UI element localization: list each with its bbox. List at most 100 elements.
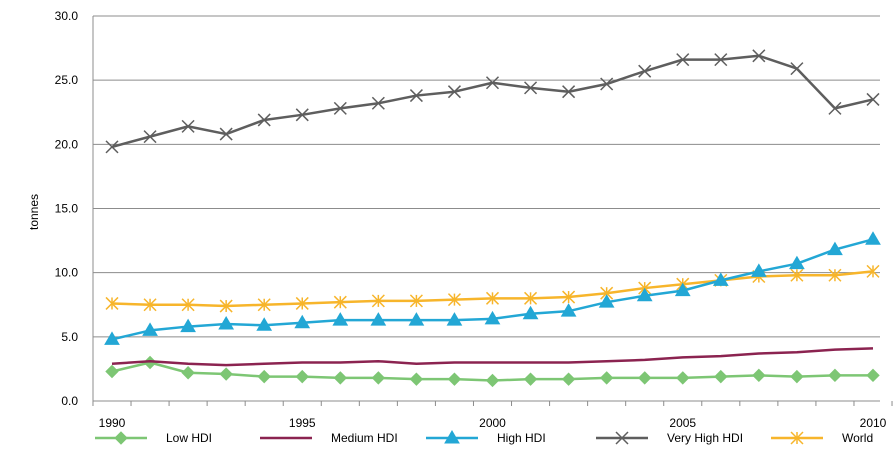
data-point	[219, 299, 233, 313]
data-point	[485, 291, 500, 305]
data-point-stroke	[409, 89, 423, 103]
data-point-stroke	[524, 81, 538, 95]
series-line	[111, 347, 874, 367]
data-point	[790, 268, 804, 282]
data-point	[827, 241, 843, 256]
data-point	[750, 263, 767, 277]
x-tick-label: 2005	[669, 416, 696, 430]
x-tick-label: 1995	[289, 416, 316, 430]
data-point	[638, 64, 652, 78]
data-point	[257, 369, 271, 384]
data-point	[866, 92, 880, 106]
legend-item: Medium HDI	[260, 431, 398, 445]
data-point-stroke	[143, 130, 157, 144]
data-point-stroke	[600, 77, 614, 91]
data-point	[181, 298, 195, 312]
data-point	[789, 255, 805, 270]
data-point-stroke	[105, 140, 119, 154]
data-point	[447, 85, 461, 99]
data-point	[143, 298, 157, 312]
axes: 0.0 5.0 10.0 15.0 20.0 25.0 30.0 1990 1995 2000 20…	[55, 9, 893, 430]
data-point-stroke	[638, 64, 652, 78]
data-point-stroke	[562, 85, 576, 99]
data-point	[294, 314, 311, 329]
data-point	[142, 322, 158, 336]
data-point	[636, 287, 653, 302]
x-tick-label: 1990	[99, 416, 126, 430]
data-point	[257, 113, 271, 127]
y-tick-label: 10.0	[55, 266, 79, 280]
data-point	[828, 368, 842, 383]
series-high-hdi	[104, 231, 881, 345]
data-point	[218, 316, 235, 330]
data-point	[599, 371, 614, 385]
legend-item: High HDI	[426, 430, 546, 445]
data-point	[676, 53, 690, 67]
data-point	[409, 294, 423, 308]
data-point-stroke	[447, 85, 461, 99]
series-layer	[104, 49, 881, 388]
legend-label: Very High HDI	[667, 431, 743, 445]
data-point	[444, 430, 460, 444]
data-point-stroke	[371, 96, 385, 110]
series-low-hdi	[105, 355, 880, 388]
data-point	[295, 296, 309, 310]
data-point-stroke	[866, 92, 880, 106]
legend-label: High HDI	[497, 431, 546, 445]
legend-label: Medium HDI	[331, 431, 398, 445]
data-point	[524, 291, 538, 305]
data-point	[714, 53, 728, 67]
data-point-stroke	[714, 53, 728, 67]
legend: Low HDI Medium HDI High HDI Very High HDI Wo…	[95, 430, 873, 445]
data-point	[447, 293, 461, 307]
data-point	[333, 371, 348, 385]
data-point	[615, 431, 629, 445]
data-point-stroke	[790, 62, 804, 76]
data-point-stroke	[181, 119, 195, 133]
data-point	[866, 368, 880, 383]
data-point-stroke	[257, 113, 271, 127]
data-point	[333, 101, 347, 115]
x-tick-label: 2000	[479, 416, 506, 430]
data-point	[598, 294, 615, 308]
y-tick-label: 25.0	[55, 73, 79, 87]
data-point	[295, 108, 309, 122]
data-point	[371, 96, 385, 110]
series-medium-hdi	[111, 347, 874, 367]
data-point	[105, 140, 119, 154]
data-point	[485, 76, 500, 90]
data-point	[790, 369, 804, 384]
data-point	[371, 294, 385, 308]
data-point	[560, 303, 577, 317]
data-point	[485, 373, 500, 388]
data-point	[219, 367, 233, 381]
data-point	[370, 312, 387, 326]
data-point	[446, 312, 463, 326]
data-point	[600, 77, 614, 91]
data-point	[219, 127, 233, 141]
data-point	[447, 372, 462, 386]
y-tick-label: 5.0	[61, 330, 78, 344]
data-point	[181, 366, 195, 380]
data-point	[637, 371, 652, 385]
data-point	[484, 310, 501, 325]
data-point	[674, 282, 691, 297]
data-point-stroke	[485, 76, 500, 90]
legend-label: Low HDI	[166, 431, 212, 445]
data-point	[105, 296, 119, 310]
x-tick-label: 2010	[860, 416, 887, 430]
series-very-high-hdi	[105, 49, 880, 154]
data-point	[256, 317, 273, 331]
data-point	[752, 368, 766, 383]
data-point-stroke	[752, 49, 766, 63]
data-point	[866, 264, 880, 278]
data-point	[371, 371, 386, 385]
y-axis-label: tonnes	[27, 194, 41, 230]
data-point	[332, 312, 349, 326]
data-point-stroke	[615, 431, 629, 445]
data-point	[752, 49, 766, 63]
data-point	[712, 272, 729, 286]
legend-item: Very High HDI	[596, 431, 743, 445]
data-point	[104, 331, 120, 345]
data-point-stroke	[219, 127, 233, 141]
